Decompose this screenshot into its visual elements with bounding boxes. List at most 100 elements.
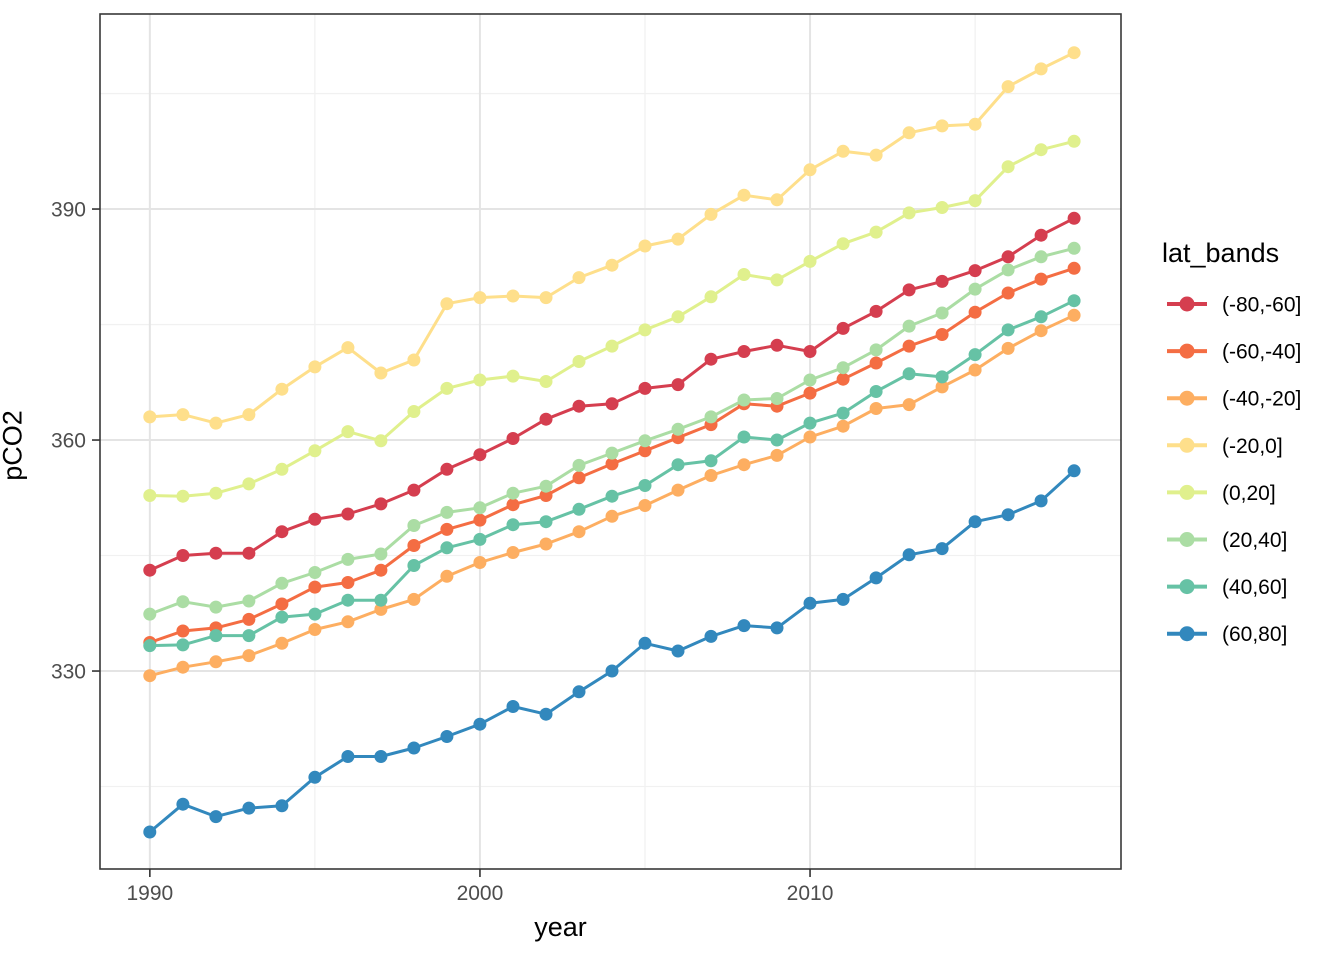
data-point	[308, 607, 322, 621]
data-point	[275, 799, 289, 813]
data-point	[275, 462, 289, 476]
data-point	[803, 345, 817, 358]
legend-key-point	[1179, 484, 1195, 500]
data-point	[968, 282, 982, 296]
data-point	[473, 556, 487, 569]
data-point	[242, 801, 256, 815]
legend-label: (-40,-20]	[1222, 388, 1301, 411]
legend-key-point	[1179, 390, 1195, 406]
data-point	[209, 486, 223, 500]
data-point	[902, 126, 916, 140]
data-point	[341, 341, 355, 355]
data-point	[341, 615, 355, 629]
data-point	[935, 370, 949, 384]
data-point	[803, 386, 817, 400]
data-point	[209, 810, 223, 824]
data-point	[473, 717, 487, 731]
data-point	[869, 385, 883, 398]
data-point	[143, 607, 157, 621]
plot-panel	[100, 14, 1121, 869]
legend-key-point	[1179, 343, 1195, 359]
data-point	[605, 457, 619, 471]
data-point	[572, 502, 586, 516]
data-point	[506, 546, 520, 559]
data-point	[440, 505, 454, 519]
x-axis-title: year	[534, 912, 587, 942]
data-point	[440, 462, 454, 476]
data-point	[341, 552, 355, 566]
data-point	[209, 629, 223, 643]
data-point	[308, 580, 322, 594]
legend-label: (-80,-60]	[1222, 294, 1301, 317]
data-point	[143, 669, 157, 683]
data-point	[836, 237, 850, 251]
data-point	[1034, 494, 1048, 508]
data-point	[143, 489, 157, 502]
data-point	[704, 290, 718, 304]
data-point	[473, 501, 487, 515]
data-point	[407, 592, 421, 606]
data-point	[902, 319, 916, 333]
data-point	[803, 416, 817, 430]
data-point	[1034, 250, 1048, 264]
data-point	[275, 525, 289, 539]
data-point	[605, 489, 619, 503]
data-point	[242, 649, 256, 663]
data-point	[803, 254, 817, 268]
data-point	[176, 408, 190, 422]
data-point	[473, 373, 487, 387]
data-point	[605, 258, 619, 272]
data-point	[341, 750, 355, 763]
data-point	[440, 541, 454, 555]
y-axis-title: pCO2	[0, 410, 28, 481]
data-point	[1001, 508, 1015, 522]
data-point	[572, 271, 586, 285]
legend-label: (60,80]	[1222, 623, 1287, 646]
data-point	[308, 444, 322, 458]
legend-key-point	[1179, 437, 1195, 453]
data-point	[968, 305, 982, 319]
data-point	[836, 144, 850, 158]
data-point	[1034, 143, 1048, 157]
data-point	[671, 422, 685, 436]
data-point	[539, 291, 553, 305]
data-point	[1001, 160, 1015, 174]
data-point	[836, 372, 850, 386]
data-point	[209, 655, 223, 669]
data-point	[902, 339, 916, 353]
data-point	[308, 770, 322, 784]
data-point	[242, 408, 256, 422]
data-point	[242, 546, 256, 560]
data-point	[869, 148, 883, 162]
data-point	[308, 512, 322, 526]
data-point	[473, 513, 487, 527]
data-point	[308, 623, 322, 636]
data-point	[638, 381, 652, 395]
data-point	[539, 707, 553, 721]
data-point	[440, 297, 454, 311]
data-point	[671, 232, 685, 246]
data-point	[638, 499, 652, 512]
data-point	[572, 685, 586, 699]
data-point	[704, 469, 718, 482]
data-point	[1001, 250, 1015, 264]
data-point	[275, 597, 289, 611]
data-point	[407, 559, 421, 572]
data-point	[737, 268, 751, 281]
legend-key-point	[1179, 626, 1195, 642]
data-point	[704, 454, 718, 468]
data-point	[803, 373, 817, 387]
data-point	[836, 321, 850, 335]
legend-title: lat_bands	[1162, 238, 1280, 268]
data-point	[242, 629, 256, 643]
data-point	[605, 509, 619, 523]
data-point	[506, 289, 520, 303]
data-point	[704, 352, 718, 366]
data-point	[407, 405, 421, 418]
data-point	[770, 621, 784, 635]
data-point	[1001, 286, 1015, 300]
y-tick-label: 330	[51, 661, 86, 684]
data-point	[440, 381, 454, 395]
